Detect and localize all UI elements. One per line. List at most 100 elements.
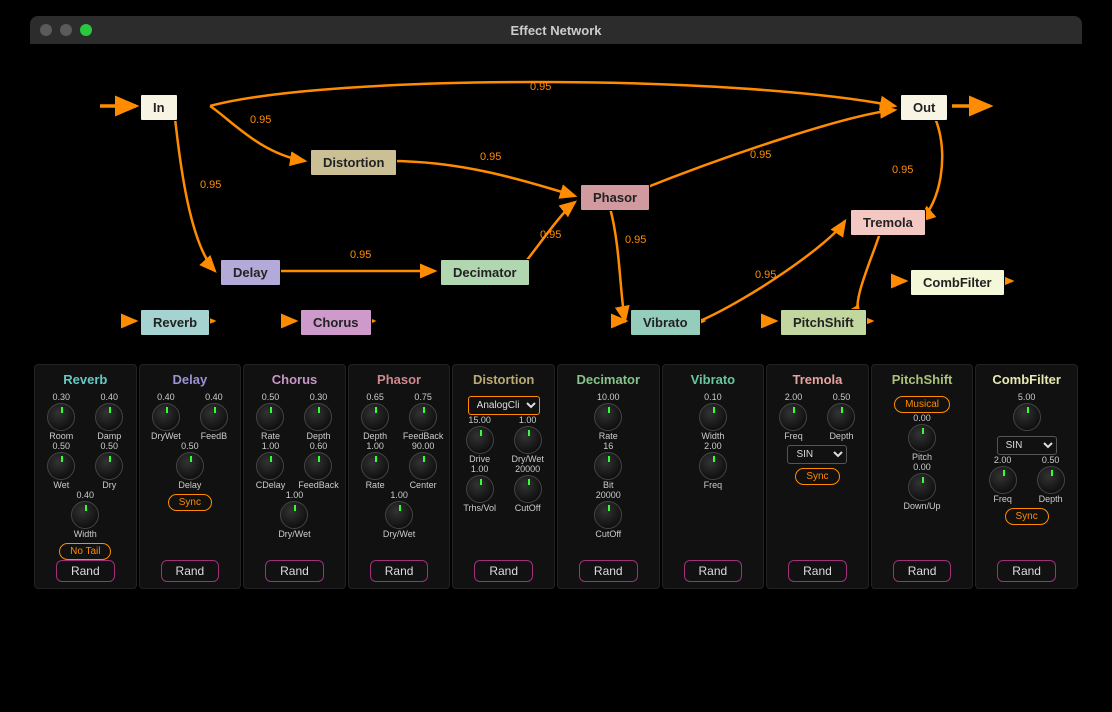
- node-reverb[interactable]: Reverb: [140, 309, 210, 336]
- knob-cdelay[interactable]: 1.00 CDelay: [250, 441, 290, 490]
- knob-delay[interactable]: 0.50 Delay: [170, 441, 210, 490]
- sync-toggle[interactable]: Sync: [1005, 508, 1049, 525]
- rand-button[interactable]: Rand: [788, 560, 847, 582]
- rand-button[interactable]: Rand: [893, 560, 952, 582]
- node-tremola[interactable]: Tremola: [850, 209, 926, 236]
- knob-dial[interactable]: [361, 452, 389, 480]
- rand-button[interactable]: Rand: [579, 560, 638, 582]
- knob-width[interactable]: 0.10 Width: [693, 392, 733, 441]
- knob-wet[interactable]: 0.50 Wet: [41, 441, 81, 490]
- knob-dial[interactable]: [466, 475, 494, 503]
- knob-dial[interactable]: [385, 501, 413, 529]
- knob-value[interactable]: 5.00: [1007, 392, 1047, 432]
- knob-dial[interactable]: [152, 403, 180, 431]
- knob-dial[interactable]: [304, 452, 332, 480]
- knob-freq[interactable]: 2.00 Freq: [773, 392, 813, 441]
- knob-dial[interactable]: [256, 452, 284, 480]
- knob-dial[interactable]: [779, 403, 807, 431]
- knob-pitch[interactable]: 0.00 Pitch: [902, 413, 942, 462]
- knob-room[interactable]: 0.30 Room: [41, 392, 81, 441]
- knob-dial[interactable]: [409, 403, 437, 431]
- knob-dry-wet[interactable]: 1.00 Dry/Wet: [379, 490, 419, 539]
- knob-dial[interactable]: [594, 452, 622, 480]
- sync-toggle[interactable]: Sync: [795, 468, 839, 485]
- no-tail-toggle[interactable]: No Tail: [59, 543, 111, 560]
- knob-dial[interactable]: [95, 452, 123, 480]
- knob-trhs-vol[interactable]: 1.00 Trhs/Vol: [460, 464, 500, 513]
- node-vibrato[interactable]: Vibrato: [630, 309, 701, 336]
- knob-dial[interactable]: [47, 452, 75, 480]
- knob-feedback[interactable]: 0.75 FeedBack: [403, 392, 443, 441]
- knob-depth[interactable]: 0.65 Depth: [355, 392, 395, 441]
- knob-dial[interactable]: [699, 452, 727, 480]
- node-phasor[interactable]: Phasor: [580, 184, 650, 211]
- knob-rate[interactable]: 10.00 Rate: [588, 392, 628, 441]
- node-in[interactable]: In: [140, 94, 178, 121]
- knob-width[interactable]: 0.40 Width: [65, 490, 105, 539]
- knob-dial[interactable]: [361, 403, 389, 431]
- knob-drywet[interactable]: 0.40 DryWet: [146, 392, 186, 441]
- knob-dial[interactable]: [280, 501, 308, 529]
- knob-dial[interactable]: [989, 466, 1017, 494]
- knob-dial[interactable]: [47, 403, 75, 431]
- node-combfilter[interactable]: CombFilter: [910, 269, 1005, 296]
- rand-button[interactable]: Rand: [684, 560, 743, 582]
- knob-depth[interactable]: 0.50 Depth: [1031, 455, 1071, 504]
- knob-rate[interactable]: 0.50 Rate: [250, 392, 290, 441]
- knob-dial[interactable]: [514, 426, 542, 454]
- node-chorus[interactable]: Chorus: [300, 309, 372, 336]
- knob-dial[interactable]: [95, 403, 123, 431]
- knob-cutoff[interactable]: 20000 CutOff: [588, 490, 628, 539]
- titlebar[interactable]: Effect Network: [30, 16, 1082, 44]
- rand-button[interactable]: Rand: [56, 560, 115, 582]
- rand-button[interactable]: Rand: [265, 560, 324, 582]
- knob-dial[interactable]: [594, 403, 622, 431]
- tremola-wave-select[interactable]: SIN: [787, 445, 847, 464]
- knob-dial[interactable]: [200, 403, 228, 431]
- combfilter-wave-select[interactable]: SIN: [997, 436, 1057, 455]
- knob-drive[interactable]: 15.00 Drive: [460, 415, 500, 464]
- knob-dial[interactable]: [256, 403, 284, 431]
- node-delay[interactable]: Delay: [220, 259, 281, 286]
- knob-depth[interactable]: 0.30 Depth: [298, 392, 338, 441]
- knob-depth[interactable]: 0.50 Depth: [821, 392, 861, 441]
- knob-dial[interactable]: [71, 501, 99, 529]
- knob-dial[interactable]: [908, 473, 936, 501]
- musical-toggle[interactable]: Musical: [894, 396, 950, 413]
- knob-dial[interactable]: [304, 403, 332, 431]
- knob-dial[interactable]: [514, 475, 542, 503]
- knob-bit[interactable]: 16 Bit: [588, 441, 628, 490]
- knob-dial[interactable]: [594, 501, 622, 529]
- distortion-type-select[interactable]: AnalogClip 1: [468, 396, 540, 415]
- knob-dial[interactable]: [409, 452, 437, 480]
- knob-dial[interactable]: [908, 424, 936, 452]
- rand-button[interactable]: Rand: [997, 560, 1056, 582]
- knob-dry-wet[interactable]: 1.00 Dry/Wet: [274, 490, 314, 539]
- knob-feedback[interactable]: 0.60 FeedBack: [298, 441, 338, 490]
- knob-feedb[interactable]: 0.40 FeedB: [194, 392, 234, 441]
- node-distortion[interactable]: Distortion: [310, 149, 397, 176]
- node-out[interactable]: Out: [900, 94, 948, 121]
- knob-cutoff[interactable]: 20000 CutOff: [508, 464, 548, 513]
- knob-down-up[interactable]: 0.00 Down/Up: [902, 462, 942, 511]
- rand-button[interactable]: Rand: [161, 560, 220, 582]
- knob-dial[interactable]: [1013, 403, 1041, 431]
- knob-dry[interactable]: 0.50 Dry: [89, 441, 129, 490]
- node-decimator[interactable]: Decimator: [440, 259, 530, 286]
- effect-graph[interactable]: In Out Distortion Phasor Tremola Delay Decimat…: [30, 44, 1082, 364]
- rand-button[interactable]: Rand: [370, 560, 429, 582]
- knob-dial[interactable]: [176, 452, 204, 480]
- knob-dial[interactable]: [1037, 466, 1065, 494]
- rand-button[interactable]: Rand: [474, 560, 533, 582]
- knob-freq[interactable]: 2.00 Freq: [983, 455, 1023, 504]
- knob-dial[interactable]: [827, 403, 855, 431]
- knob-dial[interactable]: [699, 403, 727, 431]
- node-pitchshift[interactable]: PitchShift: [780, 309, 867, 336]
- sync-toggle[interactable]: Sync: [168, 494, 212, 511]
- knob-dry-wet[interactable]: 1.00 Dry/Wet: [508, 415, 548, 464]
- knob-rate[interactable]: 1.00 Rate: [355, 441, 395, 490]
- knob-freq[interactable]: 2.00 Freq: [693, 441, 733, 490]
- knob-dial[interactable]: [466, 426, 494, 454]
- knob-center[interactable]: 90.00 Center: [403, 441, 443, 490]
- knob-damp[interactable]: 0.40 Damp: [89, 392, 129, 441]
